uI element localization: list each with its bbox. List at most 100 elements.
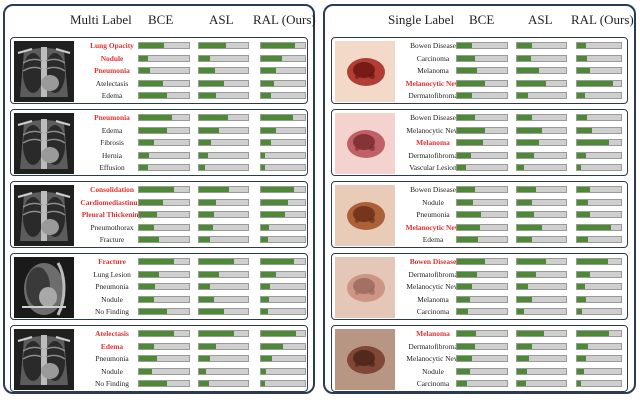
asl-score-fill — [199, 212, 214, 217]
ral-score-fill — [577, 127, 593, 133]
class-label: Carcinoma — [416, 307, 450, 316]
bce-score-bar — [456, 126, 508, 134]
bce-score-fill — [457, 237, 478, 242]
bce-score-fill — [139, 140, 154, 145]
ground-truth-label: Edema — [100, 341, 124, 351]
bce-score-fill — [457, 212, 481, 217]
asl-score-fill — [517, 331, 544, 336]
asl-score-bar — [516, 151, 567, 159]
ral-score-bar — [576, 79, 622, 87]
bce-score-fill — [457, 55, 475, 61]
asl-score-bar — [516, 295, 567, 303]
class-label: Pneumonia — [416, 210, 450, 219]
asl-score-fill — [517, 309, 525, 314]
asl-score-fill — [199, 356, 210, 361]
skin-lesion-image — [335, 113, 395, 174]
bce-score-fill — [457, 343, 475, 349]
asl-score-bar — [516, 342, 567, 350]
asl-score-bar — [516, 308, 567, 315]
asl-score-fill — [199, 43, 226, 48]
asl-score-fill — [199, 331, 235, 336]
bce-score-bar — [138, 151, 190, 159]
class-label: No Finding — [95, 379, 129, 388]
asl-score-fill — [517, 271, 536, 277]
asl-score-fill — [517, 80, 547, 86]
ral-score-fill — [577, 115, 587, 120]
bce-score-bar — [456, 92, 508, 99]
ral-column-header: RAL (Ours) — [571, 12, 634, 27]
bce-score-bar — [456, 198, 508, 206]
asl-score-bar — [516, 164, 567, 171]
ral-score-fill — [261, 381, 266, 386]
class-label: Nodule — [101, 294, 123, 304]
bce-score-bar — [456, 114, 508, 121]
class-label: Bowen Disease — [410, 185, 456, 194]
asl-score-fill — [199, 55, 210, 61]
ral-score-bar — [576, 92, 622, 99]
asl-score-fill — [517, 43, 532, 48]
asl-score-bar — [198, 151, 249, 159]
result-card: Consolidation Cardiomediastinum Pleural Th… — [10, 181, 308, 248]
asl-score-fill — [517, 93, 528, 98]
bce-score-bar — [456, 367, 508, 375]
asl-score-bar — [516, 258, 567, 265]
ral-score-fill — [577, 259, 608, 264]
ral-score-fill — [577, 140, 609, 145]
ral-score-bar — [260, 42, 306, 49]
ral-score-bar — [576, 114, 622, 121]
ral-score-fill — [261, 284, 270, 289]
ral-score-bar — [576, 270, 622, 278]
result-card: Lung Opacity Nodule Pneumonia Atelectasis Ed… — [10, 37, 308, 104]
ral-score-bar — [260, 211, 306, 218]
ral-score-bar — [576, 367, 622, 375]
ral-score-bar — [260, 151, 306, 159]
bce-score-bar — [456, 342, 508, 350]
ground-truth-label: Melanocytic Nevi — [405, 78, 461, 88]
ral-score-bar — [260, 126, 306, 134]
bce-score-fill — [139, 80, 163, 86]
bce-score-bar — [456, 308, 508, 315]
ral-score-fill — [261, 55, 283, 61]
bce-score-fill — [139, 224, 154, 230]
ral-score-fill — [261, 115, 293, 120]
bce-score-bar — [456, 283, 508, 290]
ral-score-fill — [577, 271, 591, 277]
ral-score-bar — [576, 380, 622, 387]
ral-score-bar — [260, 139, 306, 146]
asl-score-fill — [517, 187, 536, 192]
bce-score-bar — [456, 54, 508, 62]
asl-score-bar — [516, 367, 567, 375]
ral-score-bar — [576, 151, 622, 159]
ral-score-fill — [577, 165, 582, 170]
class-label: Carcinoma — [416, 379, 450, 388]
ground-truth-label: Pneumonia — [94, 66, 130, 75]
ground-truth-label: Nodule — [100, 53, 124, 63]
bce-score-fill — [457, 93, 472, 98]
asl-score-bar — [516, 67, 567, 74]
bce-score-fill — [139, 55, 148, 61]
result-card: Bowen Disease Carcinoma Melanoma Melanocyti… — [331, 37, 628, 104]
asl-score-fill — [517, 199, 532, 205]
bce-score-fill — [139, 43, 164, 48]
asl-score-fill — [199, 381, 209, 386]
ral-score-fill — [577, 93, 585, 98]
class-label: Edema — [422, 235, 444, 244]
chest-xray-image — [14, 41, 74, 102]
ral-score-bar — [260, 355, 306, 362]
ral-score-bar — [260, 164, 306, 171]
asl-score-bar — [198, 236, 249, 243]
bce-score-bar — [456, 139, 508, 146]
asl-score-fill — [199, 187, 230, 192]
bce-score-fill — [457, 296, 470, 302]
bce-score-bar — [456, 164, 508, 171]
ral-score-fill — [261, 199, 289, 205]
class-label: Melanoma — [417, 294, 449, 304]
class-label: Vascular Lesion — [409, 163, 457, 172]
class-label: Carcinoma — [416, 53, 450, 63]
bce-score-fill — [139, 187, 174, 192]
bce-score-fill — [139, 212, 157, 217]
bce-score-bar — [456, 79, 508, 87]
bce-score-fill — [457, 140, 483, 145]
bce-score-fill — [457, 381, 467, 386]
skin-lesion-image — [335, 329, 395, 390]
